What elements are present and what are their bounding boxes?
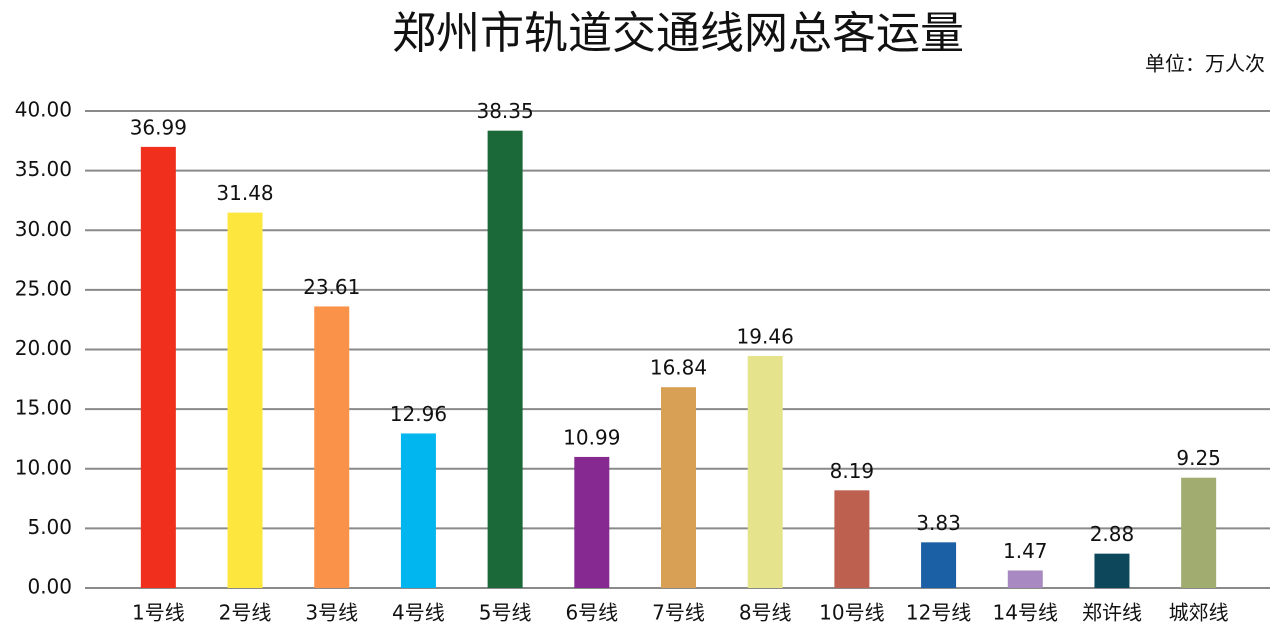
- bar: [1181, 477, 1217, 588]
- chart-title: 郑州市轨道交通线网总客运量: [392, 8, 964, 59]
- y-tick-label: 10.00: [15, 455, 72, 479]
- x-tick-label: 6号线: [565, 601, 618, 625]
- data-label: 8.19: [830, 459, 875, 483]
- y-tick-label: 20.00: [15, 336, 72, 360]
- data-label: 38.35: [476, 99, 533, 123]
- bar: [1094, 553, 1130, 588]
- data-label: 10.99: [563, 425, 620, 449]
- y-tick-label: 30.00: [15, 217, 72, 241]
- x-tick-label: 郑许线: [1082, 601, 1142, 625]
- data-label: 16.84: [650, 356, 707, 380]
- data-label: 36.99: [130, 115, 187, 139]
- x-tick-label: 2号线: [219, 601, 272, 625]
- x-tick-label: 10号线: [819, 601, 884, 625]
- bar: [487, 130, 523, 588]
- unit-label: 单位：万人次: [1145, 52, 1265, 76]
- x-tick-label: 8号线: [739, 601, 792, 625]
- bar: [140, 146, 176, 588]
- x-tick-label: 12号线: [906, 601, 971, 625]
- data-label: 19.46: [737, 324, 794, 348]
- y-tick-label: 35.00: [15, 157, 72, 181]
- x-tick-label: 14号线: [993, 601, 1058, 625]
- data-label: 23.61: [303, 275, 360, 299]
- bar: [921, 542, 957, 588]
- y-tick-label: 0.00: [27, 575, 72, 599]
- bar: [227, 212, 263, 588]
- data-label: 9.25: [1176, 446, 1221, 470]
- x-tick-label: 7号线: [652, 601, 705, 625]
- bar: [400, 433, 436, 588]
- bar: [661, 387, 696, 588]
- data-label: 12.96: [390, 402, 447, 426]
- bar: [834, 490, 870, 588]
- x-tick-label: 城郊线: [1169, 601, 1229, 625]
- data-label: 2.88: [1090, 522, 1135, 546]
- data-label: 31.48: [216, 181, 273, 205]
- bar: [1007, 570, 1043, 588]
- x-tick-label: 3号线: [305, 601, 358, 625]
- data-label: 3.83: [916, 511, 961, 535]
- y-tick-label: 40.00: [15, 98, 72, 122]
- x-tick-label: 5号线: [479, 601, 532, 625]
- bar: [574, 456, 610, 588]
- bar: [747, 355, 783, 588]
- data-label: 1.47: [1003, 539, 1048, 563]
- x-tick-label: 4号线: [392, 601, 445, 625]
- x-tick-label: 1号线: [132, 601, 185, 625]
- y-tick-label: 15.00: [15, 396, 72, 420]
- y-tick-label: 5.00: [27, 515, 72, 539]
- bar: [314, 306, 350, 588]
- y-tick-label: 25.00: [15, 276, 72, 300]
